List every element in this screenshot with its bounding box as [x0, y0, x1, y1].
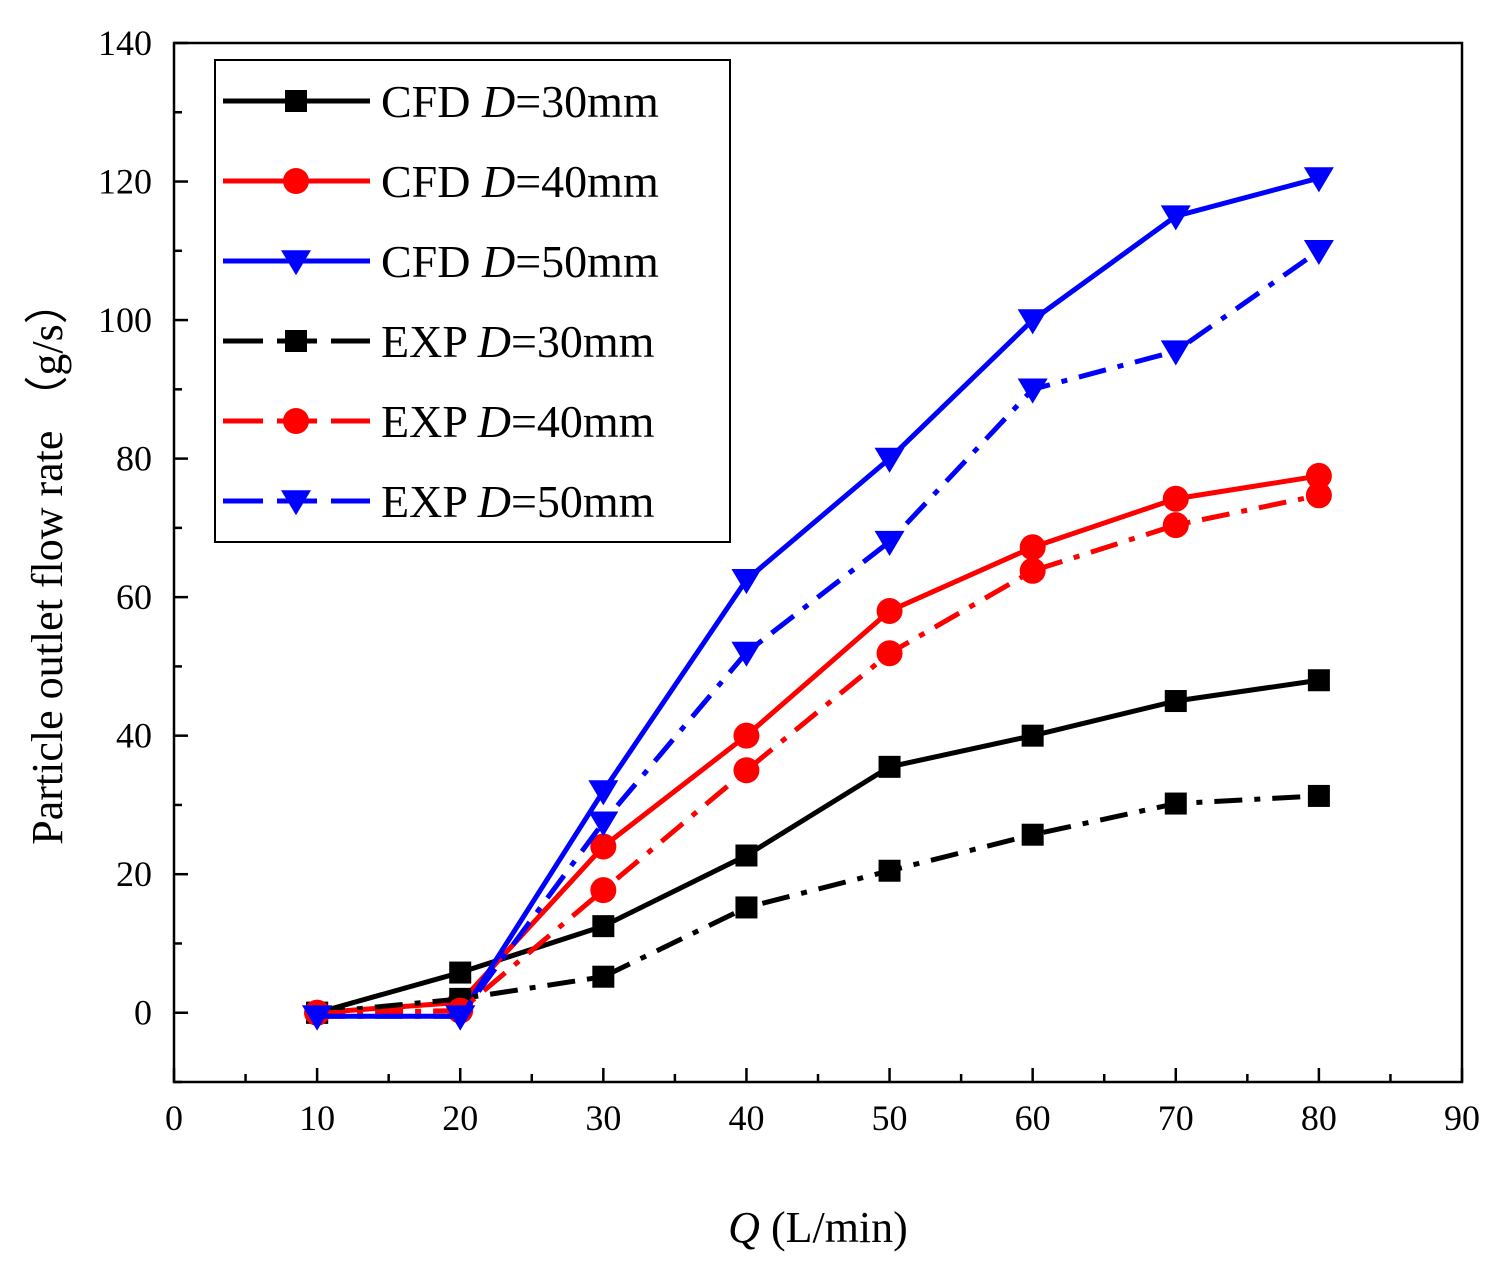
legend-marker — [283, 408, 309, 434]
data-point — [1021, 823, 1044, 846]
legend-frame — [214, 59, 731, 543]
x-axis-variable: Q — [728, 1203, 760, 1252]
data-point — [874, 530, 905, 556]
data-point — [445, 1005, 476, 1031]
data-point — [1164, 690, 1187, 713]
data-point — [590, 833, 617, 860]
y-tick-label: 0 — [134, 993, 152, 1033]
data-point — [1307, 669, 1330, 692]
data-point — [876, 597, 903, 624]
series-layer — [302, 167, 1334, 1031]
series-line — [317, 248, 1321, 1019]
data-point — [1305, 462, 1332, 489]
data-point — [878, 755, 901, 778]
x-tick-label: 0 — [165, 1098, 183, 1138]
data-point — [1160, 340, 1191, 366]
data-point — [733, 757, 760, 784]
legend-entry: CFD D=40mm — [223, 156, 659, 207]
x-tick-label: 70 — [1158, 1098, 1194, 1138]
x-tick-label: 90 — [1444, 1098, 1480, 1138]
x-tick-label: 10 — [299, 1098, 335, 1138]
y-axis-title: Particle outlet flow rate （g/s） — [23, 280, 72, 845]
y-tick-label: 100 — [98, 300, 152, 340]
legend-marker — [285, 90, 307, 112]
data-point — [1017, 309, 1048, 335]
x-tick-label: 60 — [1015, 1098, 1051, 1138]
data-point — [1307, 784, 1330, 807]
y-tick-label: 80 — [116, 439, 152, 479]
x-tick-label: 30 — [585, 1098, 621, 1138]
data-point — [1019, 557, 1046, 584]
series-cfd-d-30mm — [306, 669, 1330, 1024]
legend-label: EXP D=30mm — [381, 316, 655, 367]
data-point — [588, 811, 619, 837]
y-tick-label: 140 — [98, 23, 152, 63]
data-point — [590, 877, 617, 904]
legend-entry: CFD D=50mm — [223, 236, 659, 287]
data-point — [588, 780, 619, 806]
series-exp-d-40mm — [304, 482, 1332, 1026]
x-tick-label: 80 — [1301, 1098, 1337, 1138]
legend-marker — [281, 490, 311, 516]
data-point — [1162, 512, 1189, 539]
legend-marker — [283, 168, 309, 194]
series-line — [317, 175, 1320, 1019]
data-point — [731, 569, 762, 595]
data-point — [1303, 167, 1334, 193]
data-point — [878, 859, 901, 882]
y-tick-label: 60 — [116, 577, 152, 617]
data-point — [1164, 792, 1187, 815]
data-point — [1021, 724, 1044, 747]
data-point — [735, 844, 758, 867]
data-point — [733, 722, 760, 749]
data-point — [876, 640, 903, 667]
legend-label: EXP D=50mm — [381, 476, 655, 527]
data-point — [1305, 482, 1332, 509]
y-tick-label: 40 — [116, 716, 152, 756]
y-tick-label: 20 — [116, 854, 152, 894]
data-point — [592, 965, 615, 988]
axes-layer: 0 10 20 30 40 50 60 70 80 90 0 20 40 60 80 100 120 140 — [98, 23, 1480, 1138]
x-axis-title: Q (L/min) — [728, 1203, 908, 1252]
data-point — [731, 641, 762, 667]
data-point — [302, 1005, 333, 1031]
series-line — [316, 677, 1320, 1016]
data-point — [449, 961, 472, 984]
series-line — [316, 473, 1320, 1016]
data-point — [592, 915, 615, 938]
x-axis-unit: (L/min) — [760, 1203, 908, 1252]
legend-entry: EXP D=40mm — [223, 396, 655, 447]
legend-entry: EXP D=50mm — [223, 476, 655, 527]
legend-entry: CFD D=30mm — [223, 76, 659, 127]
data-point — [874, 447, 905, 473]
x-tick-label: 20 — [442, 1098, 478, 1138]
series-exp-d-30mm — [306, 784, 1330, 1024]
y-tick-label: 120 — [98, 162, 152, 202]
data-point — [1162, 485, 1189, 512]
data-point — [1303, 240, 1334, 266]
series-exp-d-50mm — [302, 240, 1334, 1031]
legend-marker — [285, 330, 307, 352]
x-tick-label: 40 — [728, 1098, 764, 1138]
data-point — [1019, 534, 1046, 561]
legend-label: EXP D=40mm — [381, 396, 655, 447]
series-line — [317, 492, 1320, 1016]
data-point — [1017, 378, 1048, 404]
data-point — [1160, 205, 1191, 231]
legend: CFD D=30mm CFD D=40mm CFD D=50mm EXP D=30mm… — [214, 59, 731, 543]
legend-label: CFD D=30mm — [381, 76, 659, 127]
legend-label: CFD D=50mm — [381, 236, 659, 287]
series-cfd-d-40mm — [304, 462, 1332, 1026]
legend-label: CFD D=40mm — [381, 156, 659, 207]
legend-entry: EXP D=30mm — [223, 316, 655, 367]
legend-marker — [281, 250, 311, 276]
data-point — [735, 896, 758, 919]
x-tick-label: 50 — [872, 1098, 908, 1138]
